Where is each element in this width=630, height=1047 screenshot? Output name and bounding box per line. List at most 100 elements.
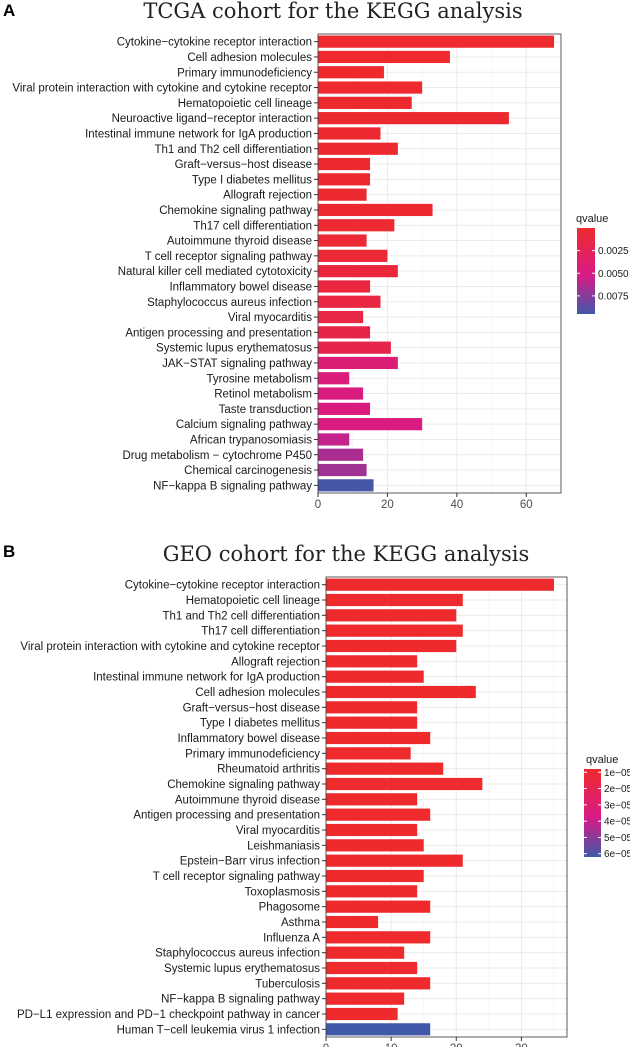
category-label: T cell receptor signaling pathway	[145, 251, 313, 263]
category-label: Hematopoietic cell lineage	[178, 98, 312, 110]
bar	[318, 418, 423, 431]
bar	[326, 716, 418, 729]
bar	[326, 624, 463, 637]
category-label: Inflammatory bowel disease	[177, 733, 320, 745]
bar	[318, 50, 450, 64]
bar	[318, 35, 555, 48]
legend-tick-label: 1e−05	[604, 768, 630, 779]
bar	[326, 747, 411, 760]
panel-b: B GEO cohort for the KEGG analysis 0 10 20…	[3, 542, 630, 1047]
bar	[318, 326, 371, 339]
bar	[326, 839, 424, 852]
bar	[326, 731, 431, 745]
x-tick-label: 20	[450, 1043, 463, 1047]
bar	[318, 265, 398, 278]
plot-background	[326, 577, 567, 1037]
category-label: Influenza A	[263, 932, 320, 944]
bar	[318, 295, 381, 308]
bar	[318, 234, 367, 247]
category-label: Intestinal immune network for IgA produc…	[85, 128, 312, 140]
bar	[318, 387, 364, 400]
bar	[318, 448, 364, 461]
bar	[326, 762, 444, 775]
category-label: Systemic lupus erythematosus	[156, 343, 312, 355]
category-label: Autoimmune thyroid disease	[175, 794, 320, 806]
category-label: Th17 cell differentiation	[193, 220, 312, 232]
bar	[326, 655, 418, 668]
panel-b-title: GEO cohort for the KEGG analysis	[163, 542, 530, 566]
bar	[326, 639, 457, 653]
category-label: Toxoplasmosis	[245, 886, 321, 898]
category-label: Cytokine−cytokine receptor interaction	[125, 580, 320, 592]
panel-b-plot: 0 10 20 30 Cytokine−cytokine receptor intera…	[17, 576, 630, 1047]
category-label: Type I diabetes mellitus	[192, 174, 312, 186]
category-label: Intestinal immune network for IgA produc…	[93, 672, 320, 684]
category-label: Tuberculosis	[255, 978, 320, 990]
bar	[318, 280, 371, 293]
x-tick-label: 0	[323, 1043, 329, 1047]
bar	[326, 685, 476, 699]
category-label: Th1 and Th2 cell differentiation	[155, 144, 313, 156]
category-label: Cell adhesion molecules	[187, 52, 312, 64]
bar	[326, 670, 424, 683]
category-label: Chemical carcinogenesis	[184, 465, 312, 477]
category-label: Viral myocarditis	[228, 312, 312, 324]
category-label: Chemokine signaling pathway	[167, 779, 320, 791]
category-label: Viral myocarditis	[236, 825, 320, 837]
bar	[318, 81, 423, 94]
bar	[318, 173, 371, 186]
category-label: Viral protein interaction with cytokine …	[20, 641, 320, 653]
bar	[326, 946, 405, 959]
legend-title: qvalue	[576, 213, 608, 225]
x-tick-label: 60	[520, 499, 533, 511]
legend-tick-label: 0.0050	[598, 269, 629, 280]
x-tick-label: 40	[450, 499, 463, 511]
category-label: Phagosome	[259, 902, 320, 914]
category-label: Leishmaniasis	[247, 840, 320, 852]
category-label: Allograft rejection	[223, 190, 312, 202]
bar	[326, 915, 379, 929]
category-label: Rheumatoid arthritis	[217, 764, 320, 776]
legend-colorbar	[577, 228, 595, 314]
category-label: Inflammatory bowel disease	[169, 281, 312, 293]
bar	[326, 977, 431, 990]
bar	[318, 372, 350, 385]
category-label: Hematopoietic cell lineage	[186, 595, 320, 607]
legend-tick-label: 2e−05	[604, 784, 630, 795]
bar	[318, 157, 371, 171]
bar	[318, 142, 398, 155]
bar	[326, 808, 431, 821]
legend-tick-label: 6e−05	[604, 849, 630, 860]
bar	[318, 341, 391, 354]
category-label: Allograft rejection	[231, 656, 320, 668]
legend-tick-label: 0.0025	[598, 246, 629, 257]
category-label: Staphylococcus aureus infection	[155, 948, 320, 960]
bar	[318, 203, 433, 217]
panel-a-title: TCGA cohort for the KEGG analysis	[143, 0, 522, 23]
plot-background	[318, 34, 561, 493]
bar	[318, 402, 371, 415]
bar	[318, 127, 381, 140]
category-label: Systemic lupus erythematosus	[164, 963, 320, 975]
bar	[326, 1007, 398, 1021]
category-label: Antigen processing and presentation	[133, 810, 320, 822]
bar	[318, 219, 395, 232]
bar	[318, 463, 367, 477]
category-label: Viral protein interaction with cytokine …	[12, 83, 312, 95]
bar	[326, 593, 463, 607]
category-label: T cell receptor signaling pathway	[153, 871, 321, 883]
bar	[326, 609, 457, 622]
panel-a-plot: 0 20 40 60 Cytokine−cytokine receptor intera…	[12, 33, 629, 511]
bar	[326, 885, 418, 898]
category-label: Natural killer cell mediated cytotoxicit…	[118, 266, 313, 278]
legend-tick-label: 4e−05	[604, 817, 630, 828]
bar	[326, 900, 431, 913]
panel-b-letter: B	[3, 542, 15, 561]
x-tick-label: 10	[385, 1043, 398, 1047]
category-label: Chemokine signaling pathway	[159, 205, 312, 217]
bar	[318, 112, 509, 125]
legend-tick-label: 3e−05	[604, 800, 630, 811]
bar	[326, 793, 418, 806]
bar	[326, 701, 418, 714]
bar	[318, 356, 398, 370]
